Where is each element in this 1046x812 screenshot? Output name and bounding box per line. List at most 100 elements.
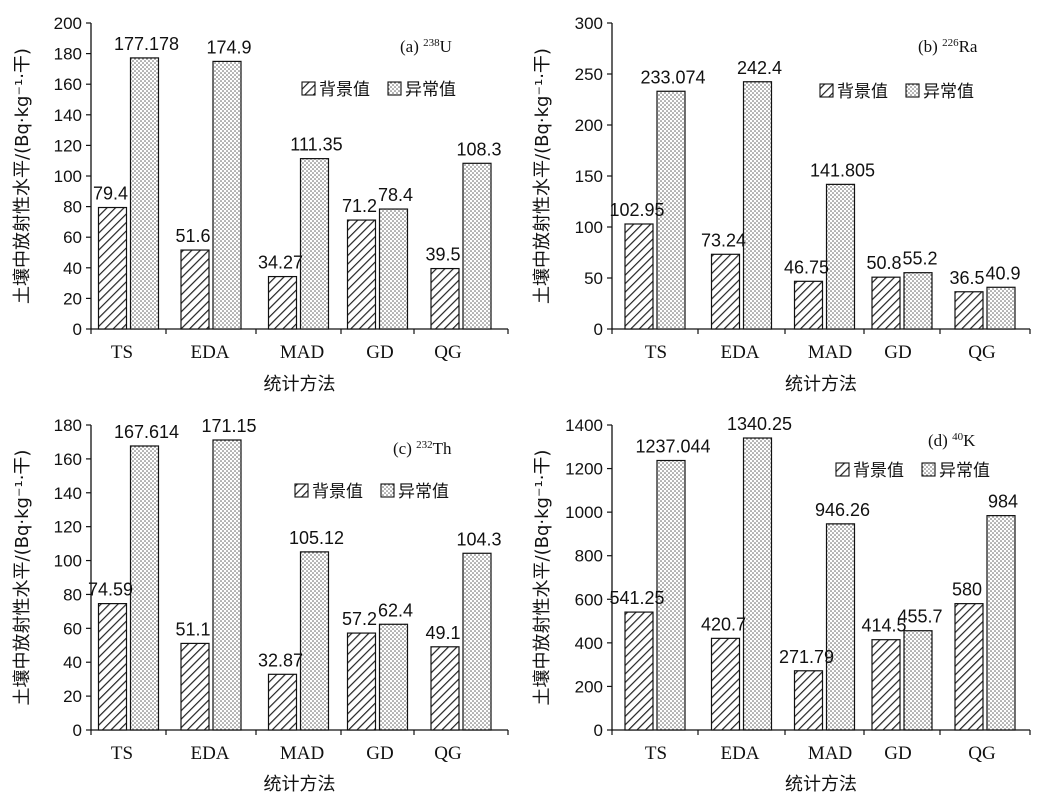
data-label-background: 541.25 bbox=[609, 588, 664, 608]
data-label-anomaly: 177.178 bbox=[114, 34, 179, 54]
data-label-anomaly: 105.12 bbox=[289, 528, 344, 548]
x-category-label: TS bbox=[645, 342, 667, 363]
y-tick-label: 60 bbox=[63, 228, 82, 247]
legend-swatch-background bbox=[294, 483, 309, 498]
y-tick-label: 0 bbox=[73, 320, 82, 339]
y-axis-title: 土壤中放射性水平/(Bq·kg⁻¹·干) bbox=[532, 48, 553, 304]
legend-swatch-background bbox=[819, 83, 834, 98]
y-tick-label: 1400 bbox=[565, 416, 603, 435]
y-tick-label: 200 bbox=[575, 116, 603, 135]
y-tick-label: 0 bbox=[594, 320, 603, 339]
x-category-label: QG bbox=[968, 342, 996, 363]
x-category-label: MAD bbox=[808, 342, 852, 363]
y-tick-label: 20 bbox=[63, 687, 82, 706]
bar-anomaly-eda bbox=[742, 437, 773, 731]
x-axis-title: 统计方法 bbox=[264, 374, 336, 395]
bar-anomaly-mad bbox=[299, 551, 330, 731]
y-tick-label: 100 bbox=[575, 218, 603, 237]
data-label-anomaly: 1237.044 bbox=[635, 437, 710, 457]
y-tick-label: 200 bbox=[575, 677, 603, 696]
data-label-anomaly: 62.4 bbox=[378, 600, 413, 620]
bar-anomaly-eda bbox=[212, 60, 242, 330]
data-label-background: 71.2 bbox=[342, 196, 377, 216]
legend-label-background: 背景值 bbox=[853, 461, 904, 481]
legend-label-anomaly: 异常值 bbox=[405, 80, 456, 100]
bar-background-ts bbox=[97, 206, 128, 330]
x-category-label: QG bbox=[968, 743, 996, 764]
x-axis-title: 统计方法 bbox=[785, 374, 857, 395]
bar-anomaly-qg bbox=[462, 162, 492, 330]
x-category-label: MAD bbox=[808, 743, 852, 764]
data-label-background: 73.24 bbox=[701, 230, 746, 250]
bar-anomaly-qg bbox=[462, 552, 492, 731]
y-tick-label: 140 bbox=[54, 484, 82, 503]
bar-background-qg bbox=[430, 646, 460, 731]
y-tick-label: 40 bbox=[63, 259, 82, 278]
panel-title: (a) 238U bbox=[400, 37, 452, 56]
data-label-background: 420.7 bbox=[701, 614, 746, 634]
y-tick-label: 150 bbox=[575, 167, 603, 186]
data-label-anomaly: 111.35 bbox=[290, 135, 342, 155]
data-label-background: 49.1 bbox=[425, 623, 460, 643]
x-axis-title: 统计方法 bbox=[264, 774, 336, 795]
data-label-anomaly: 55.2 bbox=[902, 249, 937, 269]
legend-label-background: 背景值 bbox=[312, 482, 363, 502]
data-label-anomaly: 78.4 bbox=[378, 185, 413, 205]
bar-anomaly-qg bbox=[986, 515, 1016, 731]
legend-label-anomaly: 异常值 bbox=[939, 461, 990, 481]
y-tick-label: 1200 bbox=[565, 460, 603, 479]
x-category-label: EDA bbox=[720, 342, 759, 363]
bar-background-mad bbox=[793, 280, 824, 330]
chart-panel-k: 0 200 400 600 800 1000 1200 1400 541.25 1237.044 T… bbox=[532, 414, 1031, 795]
data-label-background: 34.27 bbox=[258, 253, 303, 273]
legend: 背景值 异常值 bbox=[835, 461, 990, 481]
bar-anomaly-mad bbox=[825, 183, 856, 330]
bar-background-ts bbox=[624, 223, 654, 330]
data-label-background: 46.75 bbox=[784, 257, 829, 277]
data-label-anomaly: 242.4 bbox=[737, 58, 782, 78]
bar-background-mad bbox=[793, 670, 824, 731]
bar-background-mad bbox=[267, 673, 298, 731]
legend: 背景值 异常值 bbox=[819, 82, 974, 102]
y-tick-label: 1000 bbox=[565, 503, 603, 522]
y-tick-label: 100 bbox=[54, 552, 82, 571]
bar-anomaly-qg bbox=[986, 286, 1016, 330]
bar-anomaly-ts bbox=[656, 459, 686, 731]
chart-panel-u: 0 20 40 60 80 100 120 140 160 180 200 79.4 177.178 TS… bbox=[12, 14, 509, 395]
x-axis-title: 统计方法 bbox=[785, 774, 857, 795]
bar-background-eda bbox=[180, 642, 210, 731]
x-category-label: GD bbox=[884, 342, 911, 363]
y-tick-label: 160 bbox=[54, 75, 82, 94]
bar-anomaly-gd bbox=[378, 623, 409, 731]
data-label-anomaly: 171.15 bbox=[201, 416, 256, 436]
bar-background-qg bbox=[954, 603, 984, 731]
bar-background-gd bbox=[346, 632, 377, 731]
data-label-background: 414.5 bbox=[861, 616, 906, 636]
x-category-label: MAD bbox=[280, 743, 324, 764]
data-label-anomaly: 104.3 bbox=[456, 529, 501, 549]
bar-anomaly-mad bbox=[825, 523, 856, 731]
y-tick-label: 80 bbox=[63, 198, 82, 217]
y-tick-label: 120 bbox=[54, 518, 82, 537]
y-tick-label: 600 bbox=[575, 590, 603, 609]
bar-anomaly-ts bbox=[129, 445, 160, 731]
legend-swatch-background bbox=[835, 462, 850, 477]
data-label-background: 51.6 bbox=[175, 226, 210, 246]
data-label-anomaly: 40.9 bbox=[985, 263, 1020, 283]
data-label-background: 74.59 bbox=[88, 580, 133, 600]
x-category-label: TS bbox=[111, 743, 133, 764]
chart-panel-th: 0 20 40 60 80 100 120 140 160 180 74.59 167.614 TS 51… bbox=[12, 416, 509, 795]
data-label-anomaly: 233.074 bbox=[640, 67, 705, 87]
data-label-background: 102.95 bbox=[609, 200, 664, 220]
data-label-background: 580 bbox=[952, 580, 982, 600]
bar-background-mad bbox=[267, 275, 298, 330]
data-label-background: 36.5 bbox=[949, 268, 984, 288]
bar-background-qg bbox=[430, 267, 460, 330]
y-tick-label: 300 bbox=[575, 14, 603, 33]
x-category-label: GD bbox=[884, 743, 911, 764]
x-category-label: GD bbox=[366, 743, 393, 764]
y-tick-label: 40 bbox=[63, 653, 82, 672]
legend-swatch-background bbox=[301, 81, 316, 96]
data-label-anomaly: 984 bbox=[988, 492, 1018, 512]
panel-title: (c) 232Th bbox=[393, 439, 452, 458]
